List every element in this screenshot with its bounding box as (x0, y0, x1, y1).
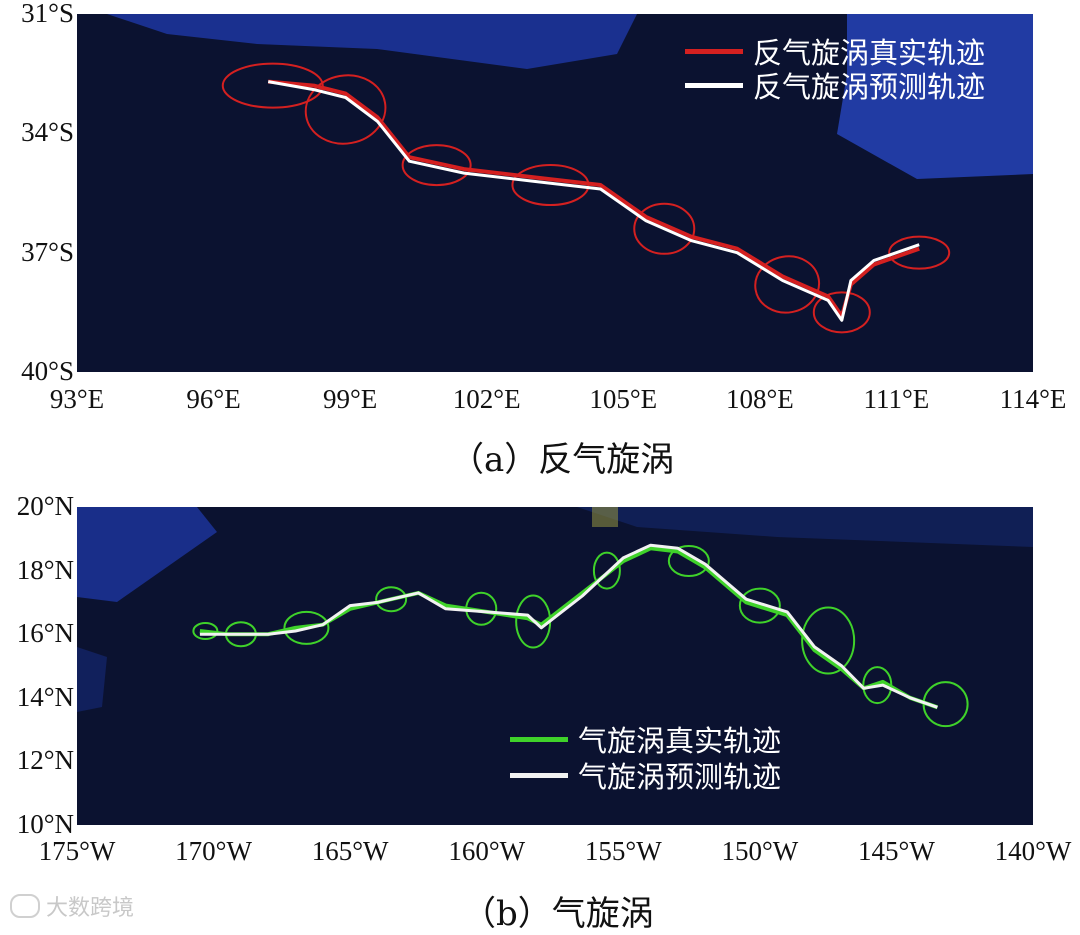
map-a (77, 14, 1033, 372)
x-tick-label: 160°W (448, 836, 526, 866)
y-tick-label: 40°S (21, 356, 74, 386)
legend-b-true-label: 气旋涡真实轨迹 (578, 724, 782, 758)
legend-b-pred: 气旋涡预测轨迹 (510, 754, 781, 796)
land-mass-east (837, 14, 1033, 179)
y-tick-label: 20°N (16, 491, 74, 521)
y-tick-label: 31°S (21, 0, 74, 28)
x-tick-label: 99°E (322, 384, 378, 414)
caption-b: （b）气旋涡 (462, 894, 654, 934)
eddy-boundary (812, 291, 871, 334)
x-tick-label: 114°E (999, 384, 1067, 414)
watermark-logo-icon (10, 894, 40, 918)
land-mass-northwest (77, 507, 217, 602)
eddy-boundary (401, 144, 472, 187)
eddy-boundary (192, 622, 219, 641)
island-patch (592, 507, 618, 527)
eddy-boundary (375, 586, 408, 613)
caption-a: （a）反气旋涡 (450, 440, 675, 480)
legend-b-true-swatch (510, 736, 568, 742)
legend-b-true: 气旋涡真实轨迹 (510, 718, 781, 760)
legend-a-pred-label: 反气旋涡预测轨迹 (753, 70, 986, 104)
predicted-track-line (267, 80, 920, 322)
x-tick-label: 165°W (311, 836, 389, 866)
watermark: 大数跨境 (10, 890, 134, 922)
watermark-text: 大数跨境 (46, 896, 135, 921)
x-tick-label: 105°E (589, 384, 658, 414)
x-tick-label: 175°W (38, 836, 116, 866)
x-tick-label: 145°W (858, 836, 935, 866)
y-tick-label: 12°N (16, 745, 74, 776)
y-tick-label: 14°N (16, 681, 74, 712)
map-b (77, 507, 1033, 825)
eddy-boundary (801, 606, 856, 675)
x-tick-label: 96°E (186, 384, 241, 414)
ocean-background (77, 507, 1033, 825)
eddy-boundary (738, 587, 781, 624)
land-mass-north (107, 14, 637, 69)
y-tick-label: 18°N (16, 554, 74, 585)
y-tick-label: 10°N (16, 809, 74, 839)
x-tick-label: 140°W (994, 836, 1072, 866)
y-tick-label: 37°S (21, 236, 74, 267)
eddy-boundary (221, 62, 324, 109)
legend-a-true-swatch (685, 48, 743, 54)
y-tick-label: 34°S (21, 117, 74, 148)
eddy-boundary (592, 551, 621, 590)
predicted-track-line (199, 543, 938, 709)
eddy-boundary (283, 610, 330, 645)
eddy-boundary (888, 235, 951, 270)
x-tick-label: 111°E (863, 384, 930, 414)
legend-a-pred-swatch (685, 82, 743, 88)
y-tick-label: 16°N (16, 618, 74, 649)
eddy-boundary (304, 74, 387, 145)
eddy-boundary (667, 545, 710, 578)
x-tick-label: 93°E (49, 384, 105, 414)
land-mass-west-low (77, 647, 107, 712)
eddy-boundary (633, 202, 696, 255)
legend-a-true-label: 反气旋涡真实轨迹 (753, 36, 986, 70)
x-tick-label: 102°E (452, 384, 521, 414)
legend-a-pred: 反气旋涡预测轨迹 (685, 64, 985, 106)
x-tick-label: 170°W (175, 836, 252, 866)
legend-a-true: 反气旋涡真实轨迹 (685, 30, 985, 72)
x-tick-label: 155°W (584, 836, 662, 866)
legend-b-pred-label: 气旋涡预测轨迹 (578, 760, 782, 794)
legend-b-pred-swatch (510, 772, 568, 778)
land-mass-northeast (577, 507, 1033, 547)
x-tick-label: 108°E (725, 384, 794, 414)
x-tick-label: 150°W (721, 836, 799, 866)
eddy-boundary (754, 255, 821, 314)
